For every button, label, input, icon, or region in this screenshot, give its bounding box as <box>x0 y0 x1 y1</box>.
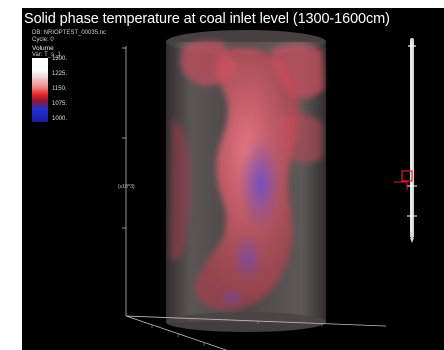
temperature-plume <box>170 40 324 310</box>
legend-tick: 1150. <box>52 86 67 92</box>
legend-tick: 1075. <box>52 101 68 107</box>
legend-tick: 1300. <box>52 56 68 62</box>
legend-tick: 1225. <box>52 71 68 77</box>
slice-position-indicator[interactable] <box>407 38 417 243</box>
axis-ticks <box>151 318 323 346</box>
legend-tick: 1000. <box>52 116 68 122</box>
database-label: DB: NRIOPTEST_00035.nc <box>32 30 107 36</box>
legend-heading: Volume <box>32 45 54 52</box>
cycle-label: Cycle: 0 <box>32 37 54 43</box>
volume-render-scene <box>122 30 387 350</box>
metadata-block: DB: NRIOPTEST_00035.nc Cycle: 0 Volume V… <box>32 30 106 59</box>
visualization-frame: Solid phase temperature at coal inlet le… <box>22 8 444 350</box>
color-legend-bar <box>32 58 48 122</box>
legend-variable: Var: T_s_1 <box>32 52 61 58</box>
axis-scale-label: (x10^3) <box>118 184 135 190</box>
axis-lines <box>122 46 387 350</box>
slice-marker-icon[interactable] <box>394 168 424 198</box>
figure-title: Solid phase temperature at coal inlet le… <box>24 11 390 27</box>
